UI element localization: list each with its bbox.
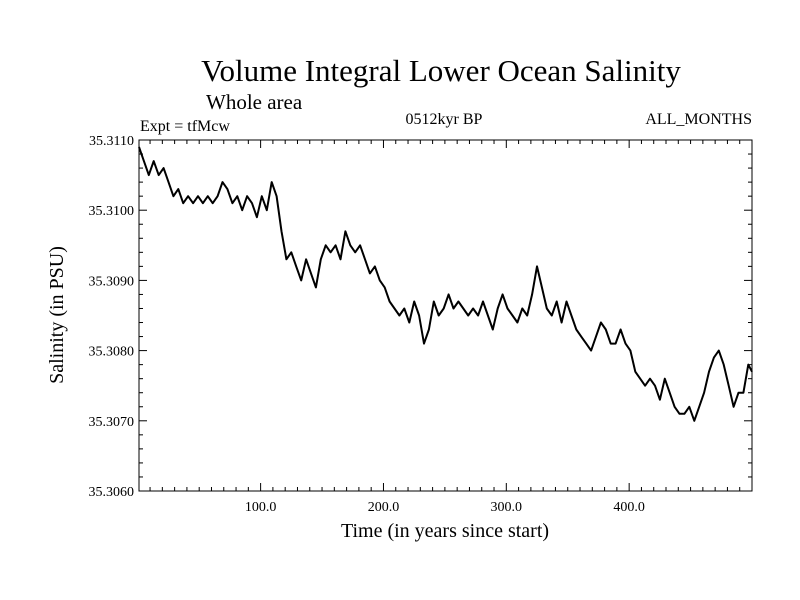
x-tick-label: 200.0 [368, 500, 400, 515]
salinity-series-line [138, 146, 753, 422]
x-axis-label: Time (in years since start) [341, 520, 549, 542]
tick-labels: 100.0 200.0 300.0 400.0 35.3060 35.3070 35.308… [89, 134, 645, 515]
chart-title: Volume Integral Lower Ocean Salinity [201, 53, 681, 88]
period-label: 0512kyr BP [406, 111, 483, 128]
y-tick-label: 35.3100 [89, 204, 135, 219]
x-tick-label: 400.0 [613, 500, 645, 515]
y-tick-label: 35.3090 [89, 274, 135, 289]
tick-marks [139, 140, 752, 491]
plot-frame [138, 139, 753, 492]
x-tick-label: 300.0 [491, 500, 523, 515]
experiment-label: Expt = tfMcw [140, 118, 230, 135]
chart-subtitle: Whole area [206, 90, 303, 114]
y-tick-label: 35.3070 [89, 415, 135, 430]
y-tick-label: 35.3080 [89, 345, 135, 360]
x-tick-label: 100.0 [245, 500, 277, 515]
months-label: ALL_MONTHS [645, 111, 752, 128]
y-axis-label: Salinity (in PSU) [46, 246, 68, 384]
y-tick-label: 35.3110 [89, 134, 134, 149]
y-tick-label: 35.3060 [89, 485, 135, 500]
